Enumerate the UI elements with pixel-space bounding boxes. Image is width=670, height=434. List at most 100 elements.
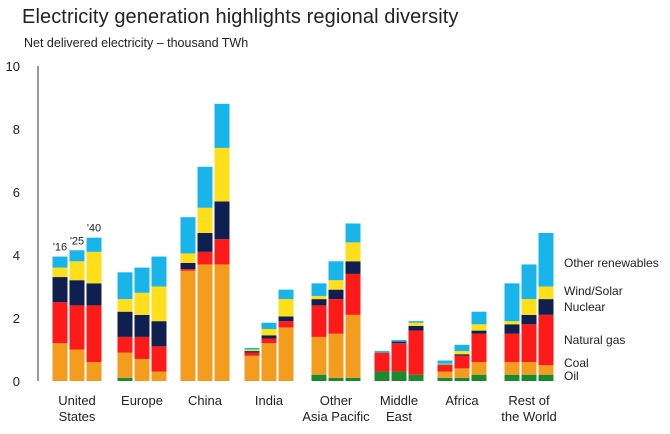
bar-segment	[278, 299, 294, 317]
bar-segment	[197, 232, 213, 252]
bar-segment	[437, 364, 453, 366]
bar-segment	[345, 273, 361, 315]
legend-label: Wind/Solar	[564, 284, 623, 298]
bar-segment	[538, 232, 554, 287]
bar-segment	[408, 374, 424, 381]
bar-segment	[117, 336, 133, 353]
bar-segment	[454, 351, 470, 355]
stacked-bar	[345, 223, 361, 381]
bar-segment	[261, 343, 277, 381]
bar-segment	[214, 239, 230, 265]
bar-segment	[214, 201, 230, 240]
bar-segment	[471, 330, 487, 334]
bar-segment	[311, 374, 327, 381]
bar-segment	[52, 343, 68, 381]
bar-segment	[278, 289, 294, 300]
bar-segment	[52, 277, 68, 303]
stacked-bar	[214, 103, 230, 381]
bar-segment	[244, 355, 260, 381]
stacked-bar	[328, 261, 344, 381]
legend-label: Nuclear	[564, 300, 605, 314]
bar-segment	[214, 147, 230, 202]
bar-segment	[86, 305, 102, 363]
stacked-bar	[538, 232, 554, 381]
category-label: East	[386, 409, 412, 424]
stacked-bar	[437, 360, 453, 381]
bar-segment	[151, 371, 167, 381]
bar-segment	[52, 302, 68, 344]
bar-segment	[261, 329, 277, 336]
year-label: '40	[87, 223, 101, 235]
bar-segment	[471, 324, 487, 331]
stacked-bar	[454, 344, 470, 381]
bar-group	[504, 232, 554, 381]
bar-segment	[86, 251, 102, 284]
bar-segment	[454, 377, 470, 381]
bar-segment	[180, 269, 196, 271]
category-label: United	[58, 393, 96, 408]
bar-segment	[328, 261, 344, 281]
bar-segment	[374, 351, 390, 353]
bar-segment	[391, 371, 407, 381]
bar-segment	[408, 325, 424, 331]
stacked-bar	[374, 351, 390, 381]
bar-segment	[151, 286, 167, 322]
bar-group	[311, 223, 361, 381]
bar-segment	[504, 333, 520, 363]
bar-segment	[471, 362, 487, 375]
bar-segment	[311, 305, 327, 337]
bar-segment	[538, 299, 554, 315]
legend-label: Oil	[564, 369, 579, 383]
bar-segment	[521, 374, 537, 381]
bar-segment	[180, 262, 196, 270]
bar-segment	[454, 368, 470, 378]
y-tick-label: 8	[13, 122, 20, 137]
bar-segment	[521, 264, 537, 300]
category-label: Asia Pacific	[302, 409, 370, 424]
year-labels: '16'25'40	[53, 223, 101, 254]
category-label: Africa	[445, 393, 479, 408]
bar-segment	[197, 166, 213, 208]
bar-segment	[311, 299, 327, 306]
stacked-bar	[134, 267, 150, 381]
bar-segment	[454, 354, 470, 356]
bar-segment	[328, 299, 344, 334]
category-label: Middle	[380, 393, 418, 408]
bar-segment	[311, 295, 327, 300]
bar-segment	[345, 223, 361, 243]
bar-segment	[86, 283, 102, 306]
bar-segment	[214, 103, 230, 148]
bar-group	[437, 311, 487, 381]
bar-segment	[374, 371, 390, 381]
bar-segment	[454, 355, 470, 369]
bar-segment	[69, 349, 85, 381]
stacked-bar	[521, 264, 537, 381]
stacked-bar	[408, 321, 424, 381]
bar-segment	[345, 377, 361, 381]
bar-segment	[261, 322, 277, 330]
bar-segment	[521, 324, 537, 363]
stacked-bar	[69, 250, 85, 381]
bar-segment	[197, 207, 213, 233]
bar-segment	[180, 253, 196, 263]
bar-group	[374, 321, 424, 381]
bar-segment	[408, 322, 424, 326]
bar-groups	[52, 103, 554, 381]
bar-segment	[52, 267, 68, 278]
legend-label: Other renewables	[564, 256, 659, 270]
bar-segment	[504, 374, 520, 381]
bar-segment	[345, 314, 361, 378]
bar-segment	[244, 349, 260, 352]
bar-segment	[244, 347, 260, 350]
stacked-bar	[504, 283, 520, 381]
bar-segment	[117, 272, 133, 300]
bar-segment	[504, 283, 520, 322]
bar-segment	[117, 299, 133, 312]
bar-segment	[197, 264, 213, 381]
bar-segment	[437, 360, 453, 364]
category-label: Other	[320, 393, 353, 408]
bar-group	[180, 103, 230, 381]
bar-segment	[538, 365, 554, 375]
category-label: China	[188, 393, 223, 408]
